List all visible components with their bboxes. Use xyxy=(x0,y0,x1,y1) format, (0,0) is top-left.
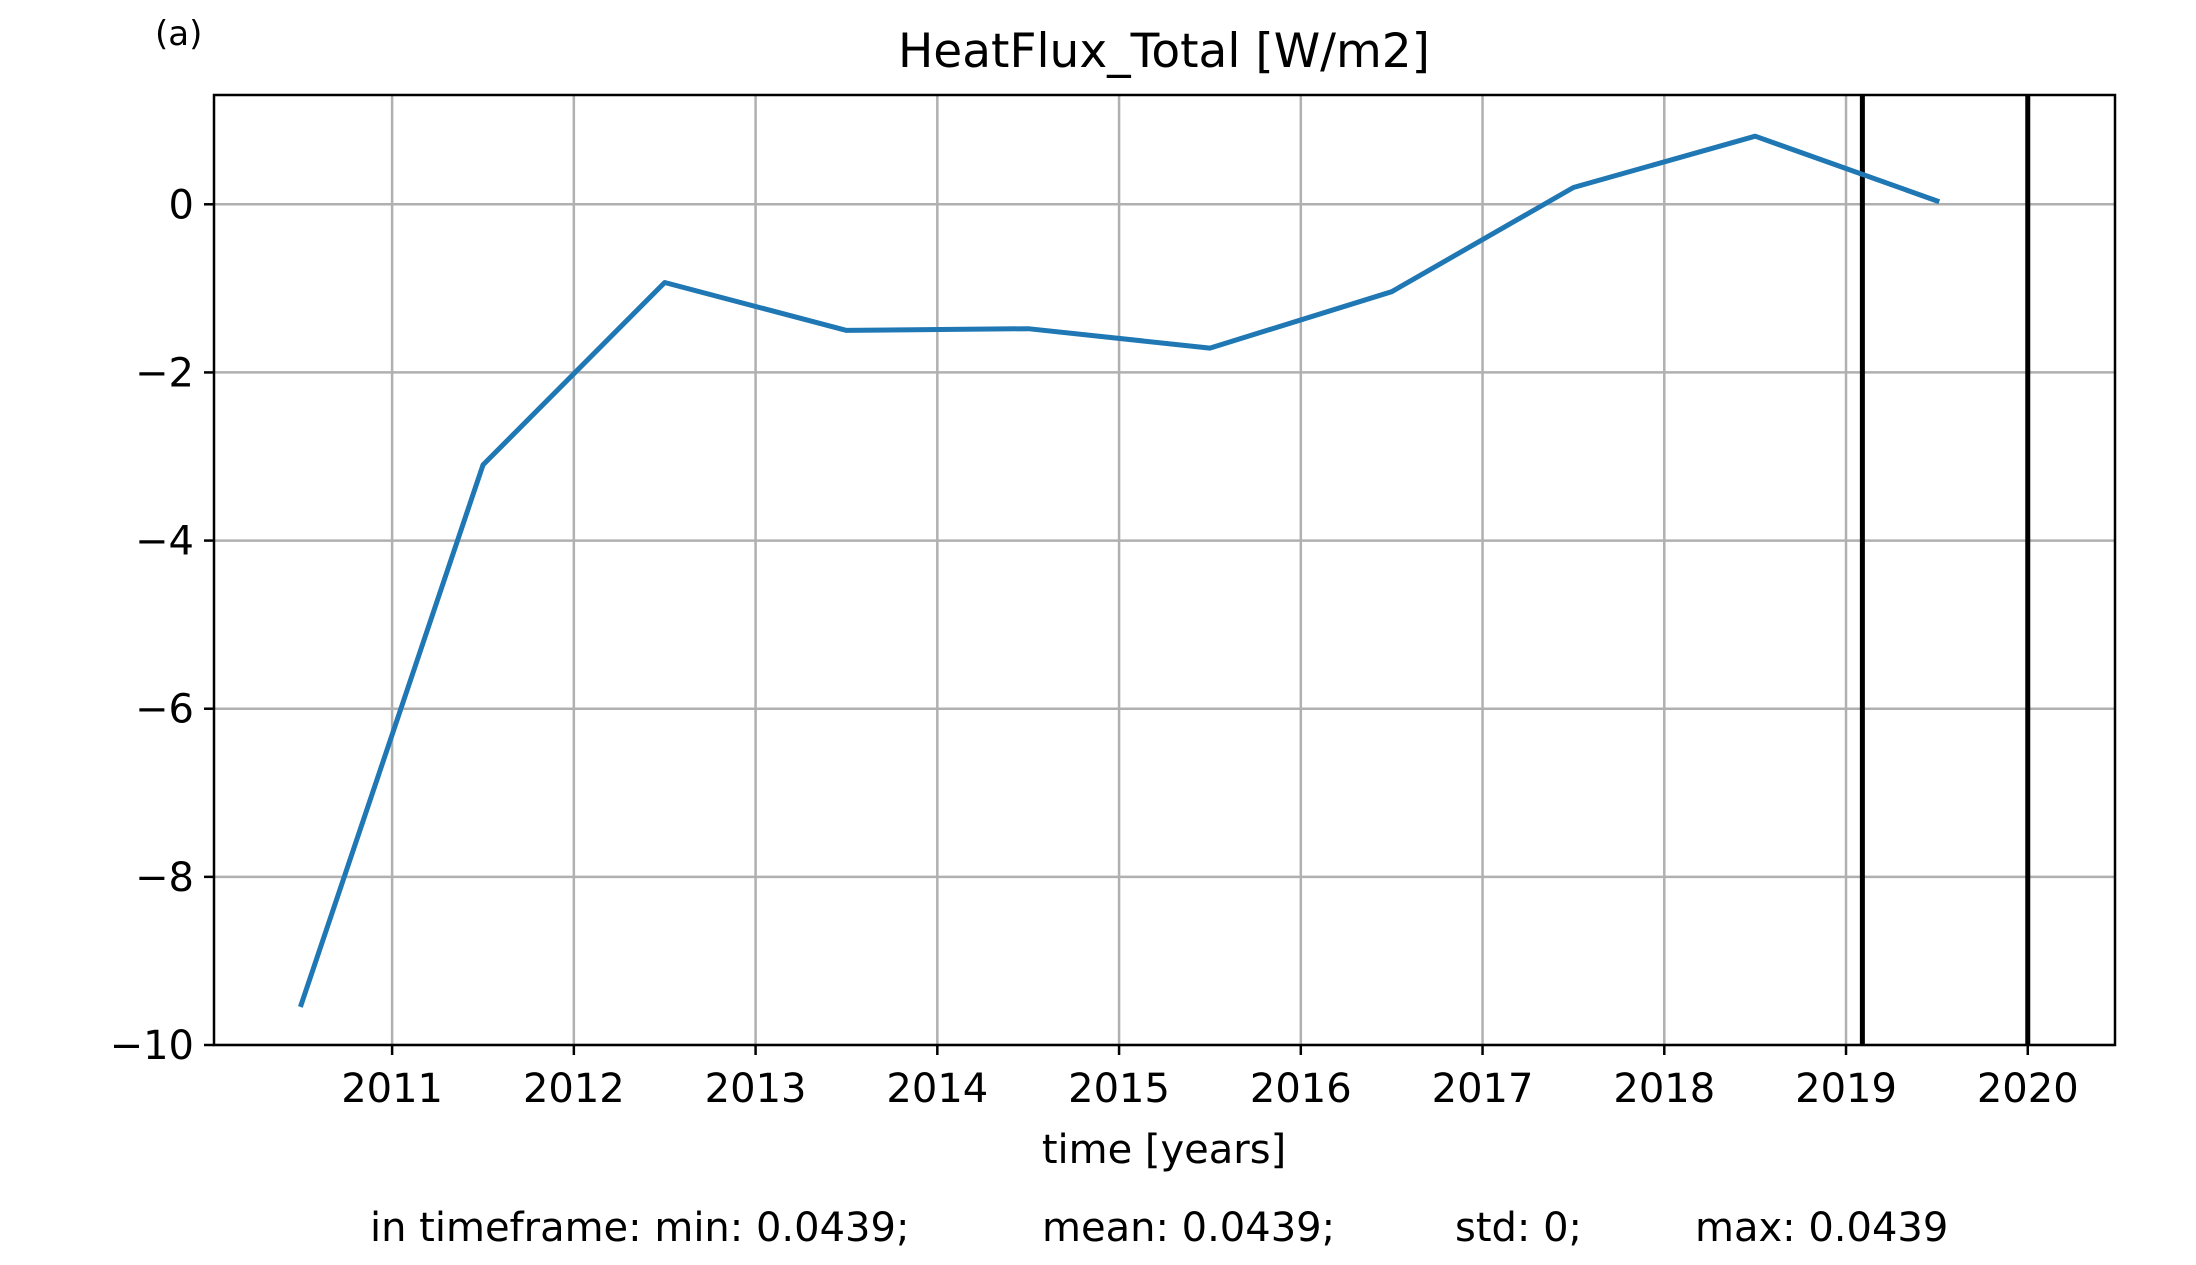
chart: 2011 2012 2013 2014 2015 2016 2017 2018 2019 2020… xyxy=(0,0,2196,1200)
chart-title: HeatFlux_Total [W/m2] xyxy=(898,24,1430,79)
x-tick-label: 2020 xyxy=(1977,1066,2079,1112)
y-tick-label: −8 xyxy=(135,855,194,901)
vertical-markers xyxy=(1862,95,2027,1045)
stats-mean: mean: 0.0439; xyxy=(1042,1205,1335,1251)
x-tick-label: 2019 xyxy=(1795,1066,1897,1112)
y-tick-label: −4 xyxy=(135,519,194,565)
plot-frame xyxy=(214,95,2115,1045)
x-tick-label: 2011 xyxy=(341,1066,443,1112)
y-tick-label: −2 xyxy=(135,350,194,396)
x-tick-label: 2013 xyxy=(705,1066,807,1112)
y-axis-ticks: 0 −2 −4 −6 −8 −10 xyxy=(110,182,214,1069)
x-tick-label: 2014 xyxy=(886,1066,988,1112)
x-tick-label: 2015 xyxy=(1068,1066,1170,1112)
x-tick-label: 2018 xyxy=(1613,1066,1715,1112)
stats-std: std: 0; xyxy=(1455,1205,1582,1251)
grid xyxy=(214,95,2115,1045)
x-axis-ticks: 2011 2012 2013 2014 2015 2016 2017 2018 2019 2020 xyxy=(341,1045,2078,1112)
x-tick-label: 2017 xyxy=(1432,1066,1534,1112)
y-tick-label: 0 xyxy=(169,182,194,228)
stats-max: max: 0.0439 xyxy=(1695,1205,1948,1251)
x-axis-label: time [years] xyxy=(1042,1127,1286,1173)
x-tick-label: 2012 xyxy=(523,1066,625,1112)
y-tick-label: −6 xyxy=(135,687,194,733)
stats-footer: in timeframe: min: 0.0439; mean: 0.0439;… xyxy=(0,1205,2196,1265)
x-tick-label: 2016 xyxy=(1250,1066,1352,1112)
y-tick-label: −10 xyxy=(110,1023,194,1069)
stats-min: in timeframe: min: 0.0439; xyxy=(370,1205,909,1251)
